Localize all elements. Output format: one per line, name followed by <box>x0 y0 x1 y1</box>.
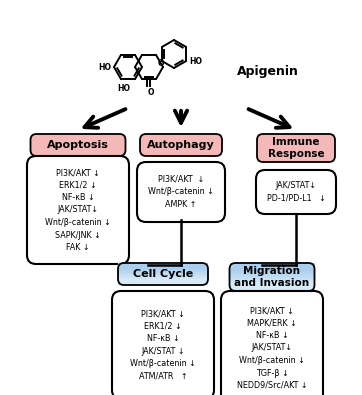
Text: JAK/STAT↓
PD-1/PD-L1   ↓: JAK/STAT↓ PD-1/PD-L1 ↓ <box>266 181 325 203</box>
Text: Immune
Response: Immune Response <box>268 137 324 159</box>
FancyBboxPatch shape <box>30 134 126 156</box>
Text: O: O <box>148 88 154 97</box>
Text: Migration
and Invasion: Migration and Invasion <box>235 266 310 288</box>
FancyBboxPatch shape <box>137 162 225 222</box>
Text: PI3K/AKT ↓
MAPK/ERK ↓
NF-κB ↓
JAK/STAT↓
Wnt/β-catenin ↓
TGF-β ↓
NEDD9/Src/AKT ↓: PI3K/AKT ↓ MAPK/ERK ↓ NF-κB ↓ JAK/STAT↓ … <box>237 306 307 390</box>
Text: Apigenin: Apigenin <box>237 66 299 79</box>
FancyBboxPatch shape <box>27 156 129 264</box>
Text: PI3K/AKT ↓
ERK1/2 ↓
NF-κB ↓
JAK/STAT ↓
Wnt/β-catenin ↓
ATM/ATR   ↑: PI3K/AKT ↓ ERK1/2 ↓ NF-κB ↓ JAK/STAT ↓ W… <box>130 309 196 381</box>
Text: PI3K/AKT  ↓
Wnt/β-catenin ↓
AMPK ↑: PI3K/AKT ↓ Wnt/β-catenin ↓ AMPK ↑ <box>148 175 214 209</box>
Text: O: O <box>157 58 164 68</box>
Text: PI3K/AKT ↓
ERK1/2 ↓
NF-κB ↓
JAK/STAT↓
Wnt/β-catenin ↓
SAPK/JNK ↓
FAK ↓: PI3K/AKT ↓ ERK1/2 ↓ NF-κB ↓ JAK/STAT↓ Wn… <box>45 168 111 252</box>
FancyBboxPatch shape <box>221 291 323 395</box>
Text: Autophagy: Autophagy <box>147 140 215 150</box>
FancyBboxPatch shape <box>256 170 336 214</box>
FancyBboxPatch shape <box>112 291 214 395</box>
Text: HO: HO <box>98 62 111 71</box>
Text: HO: HO <box>189 56 202 66</box>
FancyBboxPatch shape <box>257 134 335 162</box>
Text: Apoptosis: Apoptosis <box>47 140 109 150</box>
Text: Cell Cycle: Cell Cycle <box>133 269 193 279</box>
FancyBboxPatch shape <box>140 134 222 156</box>
Text: HO: HO <box>118 84 130 93</box>
